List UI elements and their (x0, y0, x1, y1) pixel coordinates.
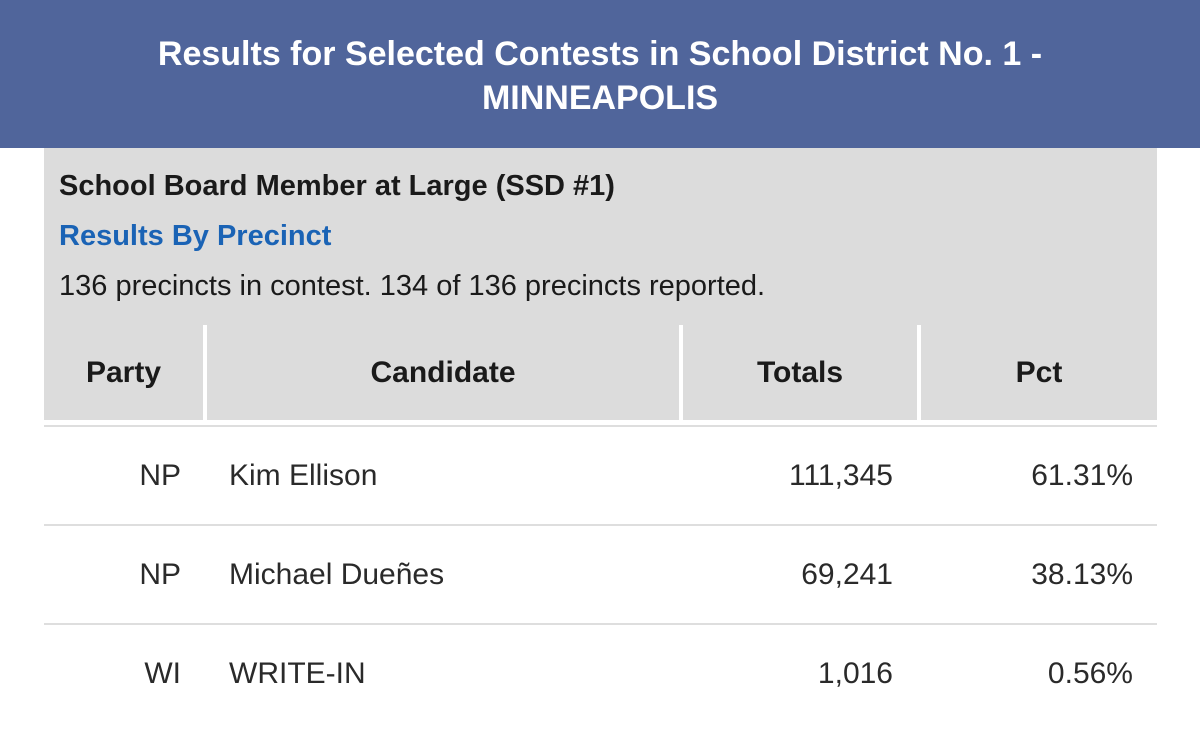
totals-cell: 69,241 (681, 525, 919, 625)
contest-name: School Board Member at Large (SSD #1) (59, 170, 615, 202)
table-row: NP Michael Dueñes 69,241 38.13% (44, 525, 1157, 625)
column-header-candidate: Candidate (205, 325, 683, 420)
table-row: WI WRITE-IN 1,016 0.56% (44, 624, 1157, 722)
table-spacer-row (44, 420, 1157, 427)
totals-cell: 1,016 (817, 656, 893, 690)
column-header-totals: Totals (681, 325, 921, 420)
party-cell: NP (44, 525, 205, 625)
results-table: Party Candidate Totals Pct NP Kim Elliso… (44, 325, 1157, 722)
pct-cell: 61.31% (919, 426, 1157, 526)
candidate-cell: Michael Dueñes (205, 525, 681, 625)
table-row: NP Kim Ellison 111,345 61.31% (44, 426, 1157, 526)
column-header-party: Party (44, 325, 207, 420)
pct-cell: 38.13% (919, 525, 1157, 625)
candidate-cell: Kim Ellison (205, 426, 681, 526)
party-cell: WI (144, 656, 181, 690)
table-header-row: Party Candidate Totals Pct (44, 325, 1157, 420)
contest-header: School Board Member at Large (SSD #1) Re… (44, 148, 1157, 325)
column-header-pct: Pct (919, 325, 1157, 420)
results-by-precinct-link[interactable]: Results By Precinct (59, 220, 332, 252)
pct-cell: 0.56% (1047, 656, 1133, 690)
party-cell: NP (44, 426, 205, 526)
page-banner: Results for Selected Contests in School … (0, 0, 1200, 148)
candidate-cell: WRITE-IN (229, 656, 366, 690)
precinct-status: 136 precincts in contest. 134 of 136 pre… (59, 270, 766, 302)
page-title: Results for Selected Contests in School … (157, 35, 1043, 117)
totals-cell: 111,345 (681, 426, 919, 526)
